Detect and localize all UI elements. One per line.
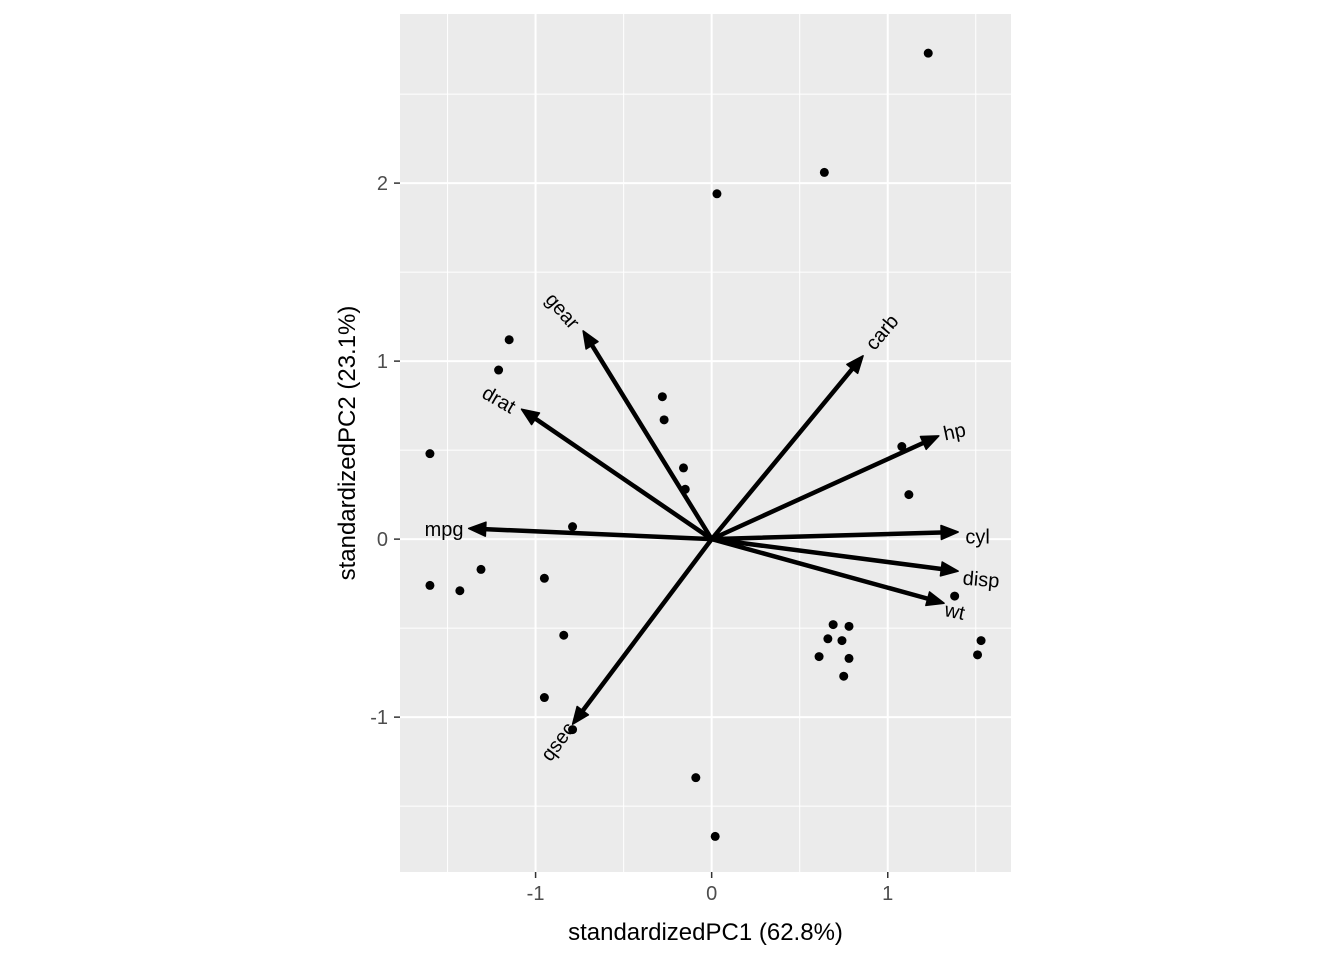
data-point <box>844 621 854 631</box>
y-tick-label: 2 <box>377 173 388 195</box>
data-point <box>476 564 486 574</box>
data-point <box>568 725 578 735</box>
plot-panel <box>400 14 1011 872</box>
data-point <box>844 653 854 663</box>
y-axis-ticks: -1 0 1 2 <box>370 173 400 729</box>
loading-arrows <box>467 330 959 726</box>
data-point <box>494 365 504 375</box>
x-axis-title: standardizedPC1 (62.8%) <box>568 919 843 946</box>
data-point <box>539 693 549 703</box>
x-tick-label: 1 <box>882 883 893 905</box>
data-point <box>897 442 907 452</box>
data-point <box>710 831 720 841</box>
data-point <box>568 522 578 532</box>
loading-label-wt: wt <box>942 599 968 625</box>
data-point <box>425 449 435 459</box>
x-axis-ticks: -1 0 1 <box>527 872 893 905</box>
data-point <box>814 652 824 662</box>
data-point <box>828 620 838 630</box>
loading-arrow-cyl <box>709 524 959 542</box>
data-point <box>425 580 435 590</box>
data-point <box>904 490 914 500</box>
data-point <box>539 573 549 583</box>
loading-label-mpg: mpg <box>425 519 464 541</box>
data-point <box>712 189 722 199</box>
loading-arrow-carb <box>709 355 864 542</box>
loading-arrow-disp <box>709 536 959 577</box>
loading-arrow-hp <box>709 435 940 542</box>
y-tick-label: 0 <box>377 529 388 551</box>
data-point <box>950 591 960 601</box>
data-point <box>559 630 569 640</box>
x-tick-label: -1 <box>527 883 545 905</box>
data-point <box>691 773 701 783</box>
data-point <box>976 636 986 646</box>
data-point <box>455 586 465 596</box>
data-point <box>973 650 983 660</box>
y-axis-title: standardizedPC2 (23.1%) <box>334 306 361 581</box>
loading-arrow-qsec <box>571 536 714 726</box>
data-point <box>837 636 847 646</box>
data-point <box>504 335 514 345</box>
y-tick-label: -1 <box>370 707 388 729</box>
loading-label-disp: disp <box>962 568 1000 593</box>
loading-arrow-mpg <box>467 521 714 542</box>
data-point <box>839 671 849 681</box>
x-tick-label: 0 <box>706 883 717 905</box>
y-tick-label: 1 <box>377 351 388 373</box>
loading-arrow-wt <box>709 536 945 607</box>
data-point <box>923 48 933 58</box>
loading-arrow-drat <box>520 408 714 542</box>
data-points <box>425 48 986 841</box>
data-point <box>678 463 688 473</box>
loading-label-hp: hp <box>941 419 967 445</box>
data-point <box>819 167 829 177</box>
data-point <box>823 634 833 644</box>
loading-arrow-gear <box>582 330 714 542</box>
loading-label-cyl: cyl <box>965 526 989 548</box>
data-point <box>659 415 669 425</box>
data-point <box>657 392 667 402</box>
